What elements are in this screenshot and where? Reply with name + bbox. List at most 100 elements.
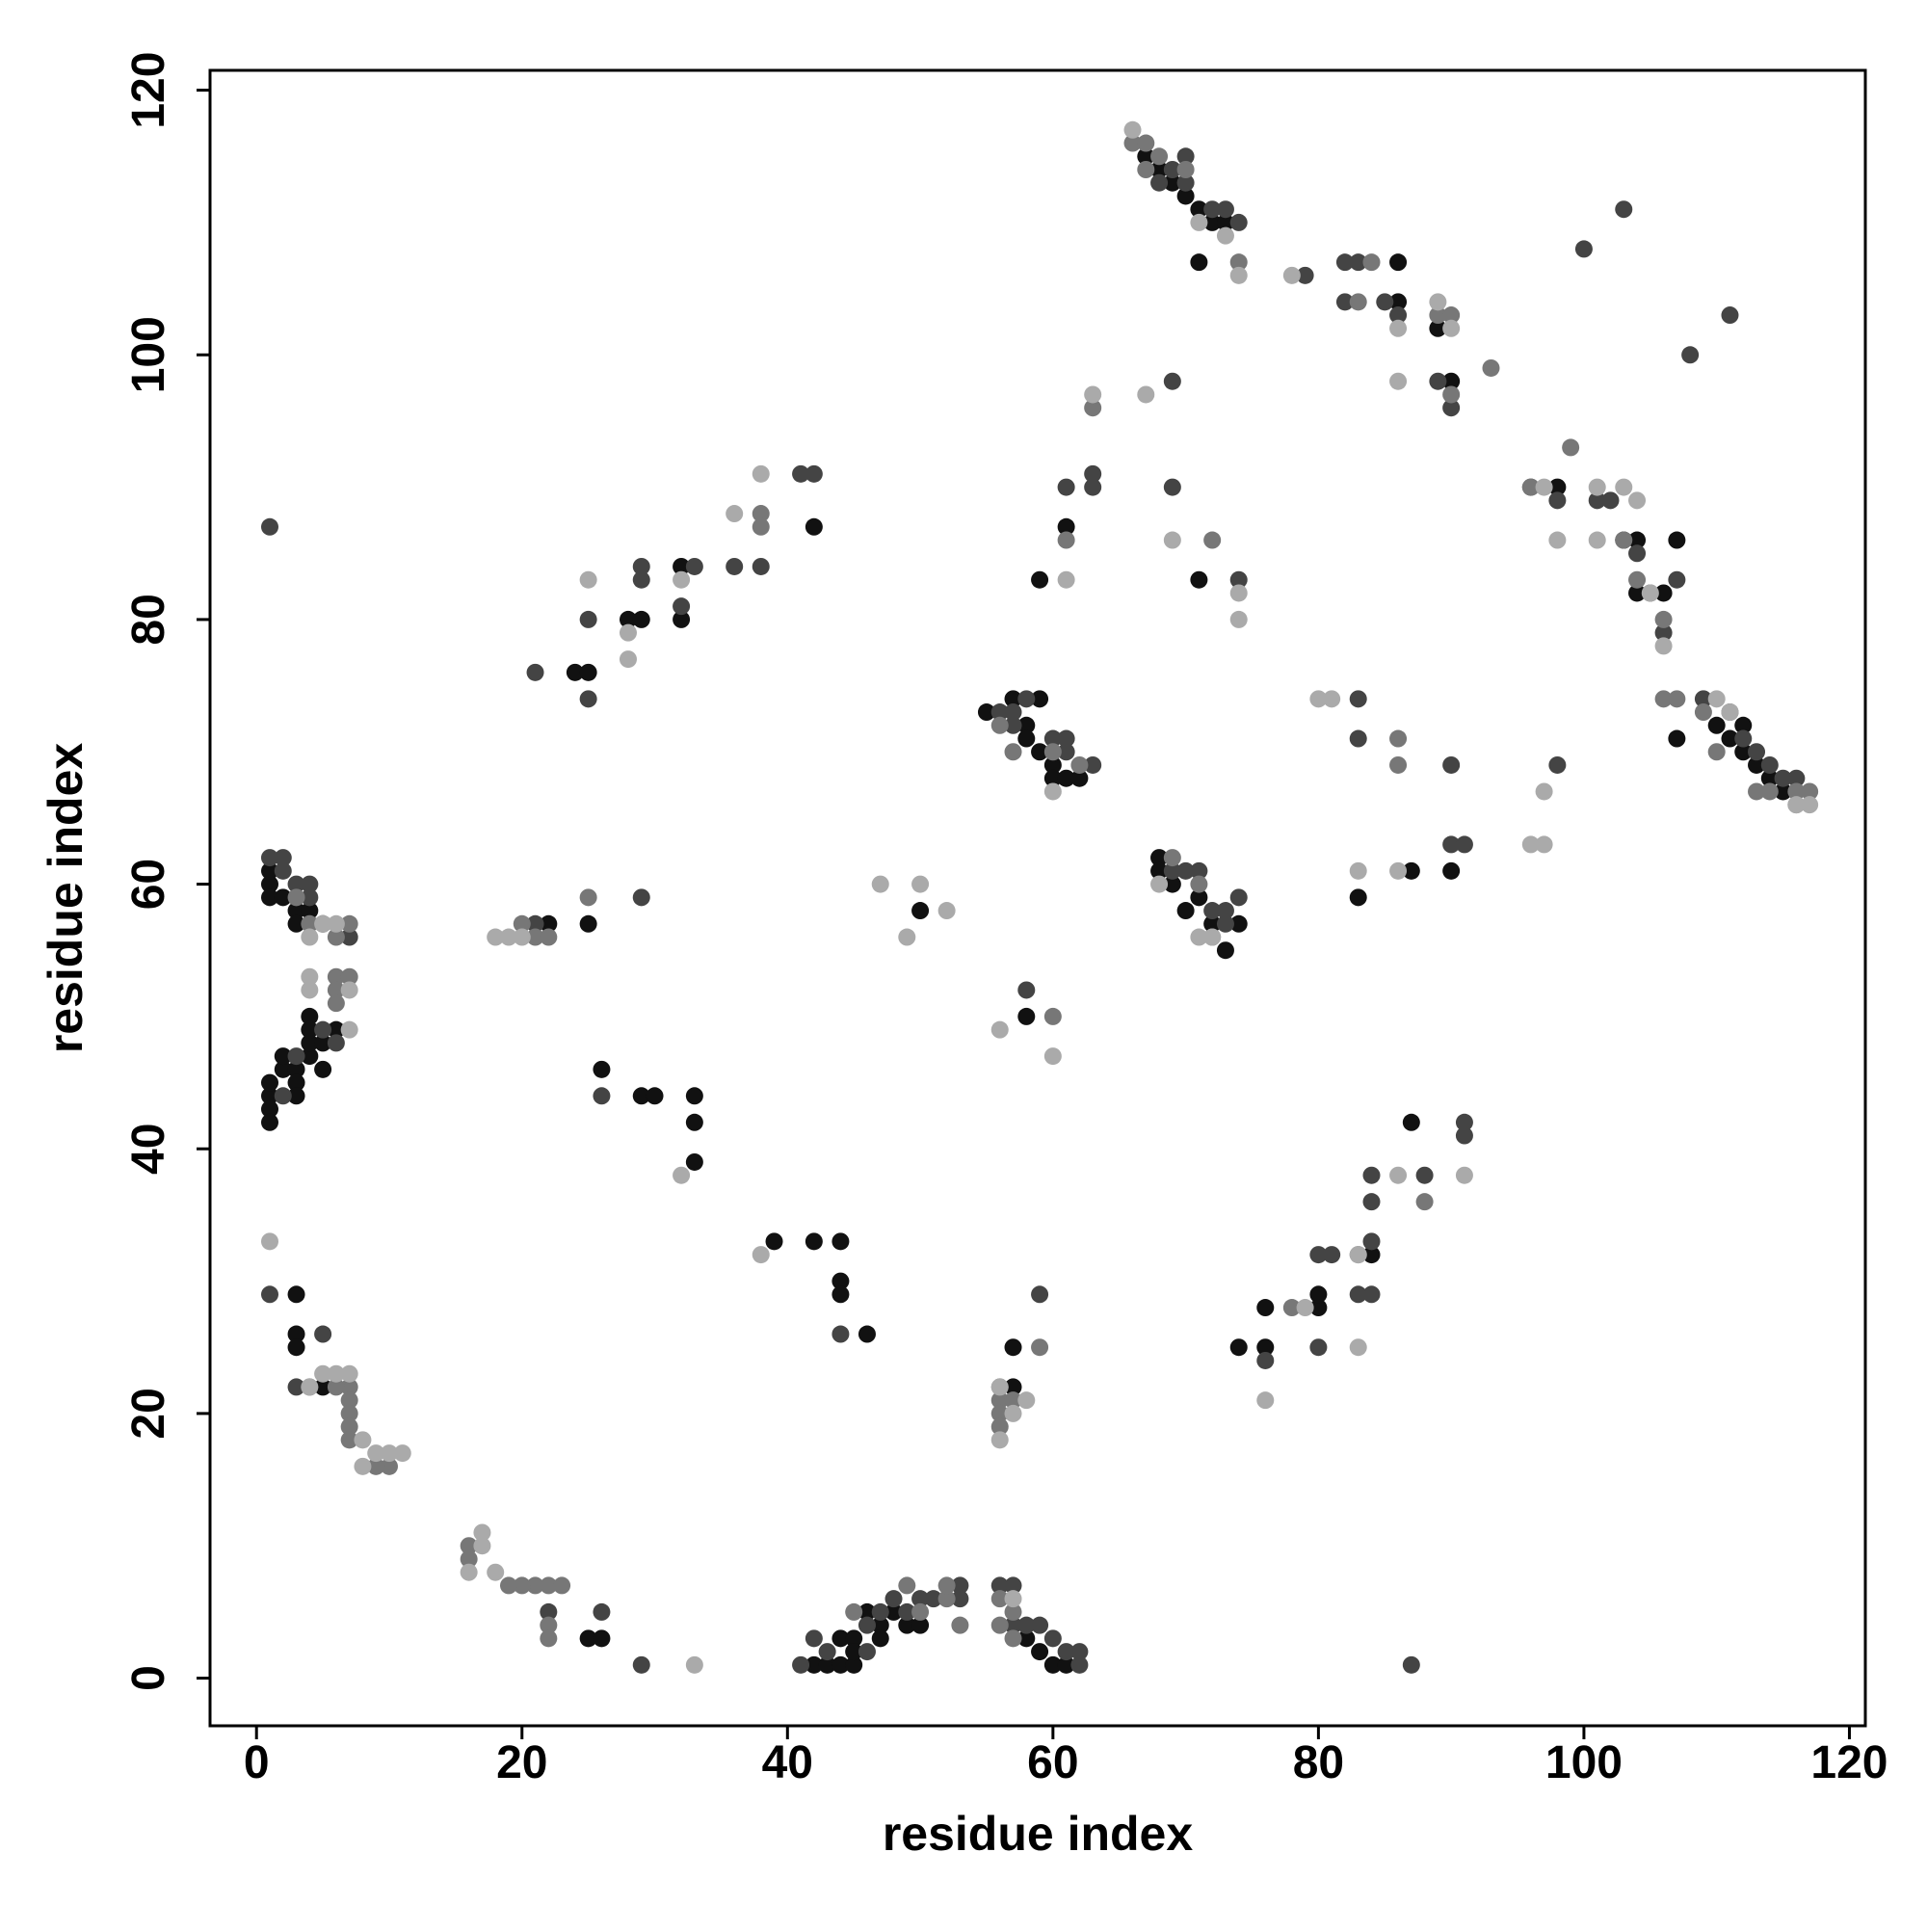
point [845,1602,863,1621]
point [1748,782,1766,801]
point [1760,755,1779,774]
point [1229,584,1248,602]
x-tick-label: 80 [1293,1737,1344,1788]
point [340,1391,358,1410]
point [274,888,292,907]
point [1588,531,1606,549]
point [1043,1007,1062,1025]
point [805,1655,823,1674]
point [1455,835,1473,854]
point [937,1590,956,1608]
point [1176,160,1195,178]
point [260,875,278,893]
point [1017,1391,1036,1410]
point [619,650,637,669]
point [1004,1391,1022,1410]
point [1123,120,1142,139]
point [540,928,558,946]
point [1628,491,1647,510]
point [685,1087,703,1105]
point [1389,253,1408,272]
point [1615,478,1633,496]
x-axis-label: residue index [883,1807,1194,1861]
y-tick-label: 0 [123,1665,174,1691]
point [526,1576,544,1595]
point [1256,1338,1275,1357]
point [1535,835,1553,854]
point [499,1576,517,1595]
point [1017,1007,1036,1025]
point [287,1087,305,1105]
point [858,1325,876,1343]
point [1362,1193,1381,1211]
point [1256,1391,1275,1410]
point [260,1087,278,1105]
point [673,1166,691,1184]
point [260,1100,278,1119]
point [260,861,278,880]
point [1760,782,1779,801]
point [1349,861,1367,880]
point [1004,1602,1022,1621]
point [1535,782,1553,801]
point [832,1272,850,1290]
point [1004,703,1022,722]
point [274,1060,292,1078]
point [301,914,319,933]
point [845,1629,863,1648]
point [752,505,770,523]
point [871,875,889,893]
point [1004,716,1022,734]
point [593,1087,611,1105]
point [1309,1299,1328,1317]
point [1455,1126,1473,1145]
point [1521,478,1540,496]
point [1057,743,1075,761]
point [990,1616,1009,1634]
point [354,1457,372,1475]
point [805,464,823,483]
point [487,928,505,946]
point [301,967,319,986]
point [1004,1590,1022,1608]
point [1057,1655,1075,1674]
point [327,1364,345,1383]
point [287,1325,305,1343]
point [871,1616,889,1634]
point [673,570,691,589]
point [898,1602,916,1621]
point [287,875,305,893]
point [1668,729,1686,748]
point [990,1391,1009,1410]
point [832,1655,850,1674]
point [1176,173,1195,192]
point [354,1431,372,1449]
point [1654,623,1673,642]
point [340,981,358,999]
point [1190,570,1208,589]
point [871,1602,889,1621]
point [1548,755,1567,774]
point [1163,875,1181,893]
point [1004,1404,1022,1422]
point [805,1629,823,1648]
point [990,1020,1009,1039]
point [393,1444,411,1463]
point [526,663,544,681]
point [593,1629,611,1648]
point [274,1047,292,1066]
point [884,1602,903,1621]
point [1084,399,1102,417]
point [1229,610,1248,628]
point [1176,147,1195,166]
point [951,1590,969,1608]
point [579,888,597,907]
point [1349,1246,1367,1264]
point [1362,1232,1381,1251]
point [1376,293,1394,311]
point [1043,1047,1062,1066]
point [301,1034,319,1052]
point [274,849,292,867]
point [579,690,597,708]
point [260,1285,278,1304]
